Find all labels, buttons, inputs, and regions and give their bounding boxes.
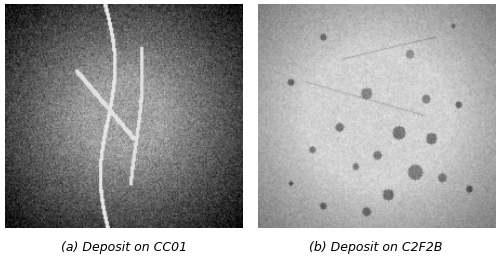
Text: (a) Deposit on CC01: (a) Deposit on CC01 bbox=[61, 241, 187, 254]
Text: (b) Deposit on C2F2B: (b) Deposit on C2F2B bbox=[309, 241, 443, 254]
